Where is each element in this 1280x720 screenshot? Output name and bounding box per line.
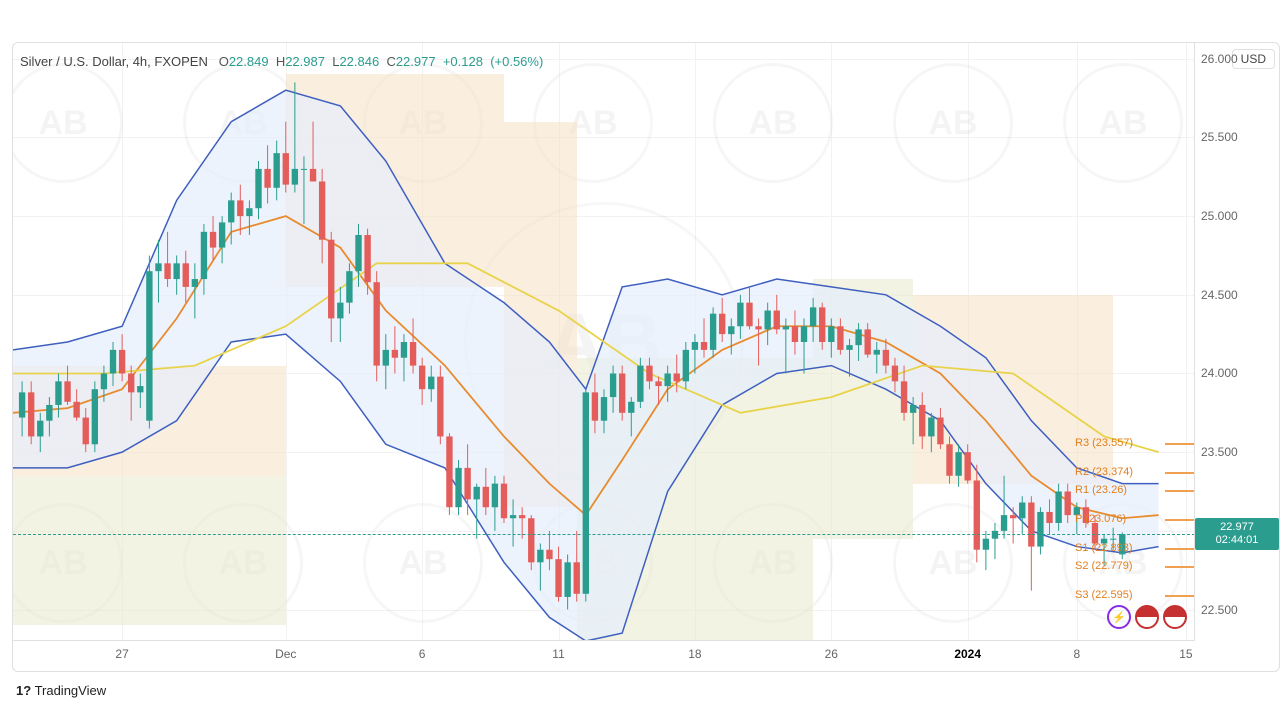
- us-flag-icon-1[interactable]: [1135, 605, 1159, 629]
- chart-container[interactable]: USD ABABABABABABABABABABABABABABABR3 (23…: [12, 42, 1280, 672]
- bar-countdown: 02:44:01: [1195, 534, 1279, 547]
- x-axis: 27Dec61118262024815: [13, 640, 1195, 671]
- us-flag-icon-2[interactable]: [1163, 605, 1187, 629]
- last-price-tag: 22.977 02:44:01: [1195, 518, 1279, 550]
- symbol-title[interactable]: Silver / U.S. Dollar, 4h, FXOPEN: [20, 54, 208, 69]
- chart-plot[interactable]: ABABABABABABABABABABABABABABABR3 (23.557…: [13, 43, 1195, 641]
- tradingview-logo[interactable]: 1? TradingView: [16, 683, 106, 698]
- flash-icon[interactable]: ⚡: [1107, 605, 1131, 629]
- chart-header: Silver / U.S. Dollar, 4h, FXOPEN O22.849…: [20, 54, 543, 69]
- y-axis: 22.50023.00023.50024.00024.50025.00025.5…: [1194, 43, 1279, 641]
- last-price: 22.977: [1195, 521, 1279, 534]
